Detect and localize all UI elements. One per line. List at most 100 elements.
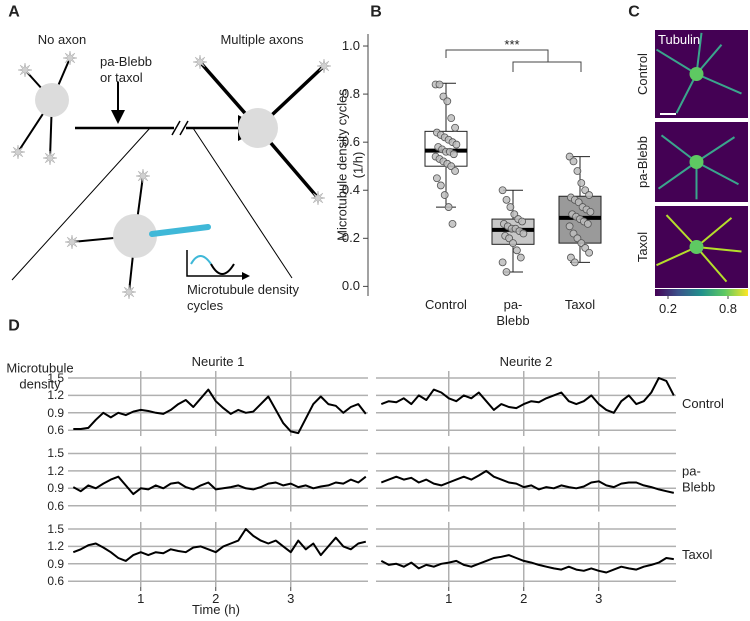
x-tick-label: Taxol — [564, 297, 596, 312]
y-tick-label: 1.5 — [47, 521, 64, 536]
data-point — [435, 80, 444, 89]
growth-cone — [17, 62, 33, 78]
soma — [689, 67, 704, 81]
trace — [380, 377, 675, 414]
y-axis-label: Microtubule density — [6, 360, 74, 391]
data-point — [502, 195, 511, 204]
y-tick-label: 1.2 — [47, 539, 64, 554]
neurite — [695, 136, 736, 163]
y-tick-label: 0.9 — [47, 556, 64, 571]
row-label: pa-Blebb — [635, 135, 651, 189]
neurite — [695, 246, 728, 283]
data-point — [432, 174, 441, 183]
y-tick-label: 1.0 — [341, 38, 360, 54]
growth-cone — [121, 284, 137, 300]
data-point — [449, 150, 458, 159]
y-axis-label: Microtubule density cycles (1/h) — [334, 89, 365, 241]
diagram-label: Multiple axons — [220, 32, 304, 48]
data-point — [502, 268, 511, 276]
bracket — [512, 61, 582, 72]
panel-label: A — [8, 3, 20, 21]
data-point — [498, 186, 507, 195]
x-tick-label: 2 — [520, 591, 528, 607]
x-tick-label: 1 — [137, 591, 145, 607]
soma — [689, 240, 704, 254]
trace — [73, 388, 367, 435]
growth-cone — [10, 144, 26, 160]
y-tick-label: 0.9 — [47, 481, 64, 496]
neurite — [695, 217, 733, 248]
row-label: Control — [682, 395, 724, 411]
significance-bracket — [445, 49, 582, 72]
data-point — [583, 219, 592, 228]
y-tick-label: 1.5 — [47, 446, 64, 461]
neurite — [657, 161, 698, 190]
colorbar-tick-label: 0.2 — [658, 301, 678, 317]
row-label: Taxol — [635, 231, 651, 263]
trace — [72, 475, 367, 496]
data-point — [565, 222, 574, 231]
data-point — [513, 246, 521, 255]
x-tick-label: 3 — [287, 591, 295, 607]
data-point — [440, 191, 449, 199]
growth-cone — [310, 190, 326, 206]
y-tick-label: 1.2 — [47, 463, 64, 478]
data-point — [573, 167, 582, 175]
data-point — [585, 191, 593, 199]
data-point — [569, 157, 578, 166]
colorbar — [655, 289, 748, 296]
data-point — [452, 140, 461, 149]
trace — [72, 528, 367, 562]
diagram-a — [11, 57, 326, 293]
trace — [380, 554, 674, 574]
x-tick-label: 2 — [212, 591, 220, 607]
data-point — [519, 229, 528, 238]
bracket — [445, 49, 549, 62]
growth-cone — [62, 50, 78, 66]
data-point — [506, 203, 515, 211]
image-label: Tubulin — [658, 32, 701, 48]
y-tick-label: 0.6 — [47, 498, 64, 513]
significance-label: *** — [504, 37, 520, 53]
data-point — [447, 114, 456, 123]
x-tick-label: 1 — [445, 591, 453, 607]
neurite — [696, 246, 742, 253]
diagram-label: pa-Blebb or taxol — [100, 54, 153, 85]
data-point — [451, 123, 460, 132]
y-tick-label: 0.6 — [47, 422, 64, 437]
x-tick-label: Control — [425, 297, 467, 312]
y-tick-label: 1.5 — [47, 370, 64, 385]
neurite — [696, 161, 739, 186]
data-point — [570, 258, 579, 267]
y-tick-label: 0.6 — [47, 573, 64, 588]
column-title: Neurite 1 — [191, 354, 245, 370]
data-point — [577, 179, 586, 187]
column-title: Neurite 2 — [499, 354, 553, 370]
data-point — [585, 248, 593, 257]
x-axis-label: Time (h) — [192, 602, 240, 618]
y-tick-label: 0.6 — [341, 134, 360, 150]
soma — [689, 155, 704, 169]
neurite — [696, 73, 742, 95]
neurite — [660, 134, 698, 163]
data-point — [448, 219, 457, 228]
colorbar-tick-label: 0.8 — [718, 301, 738, 317]
panel-label: B — [370, 3, 382, 21]
row-label: pa-Blebb — [682, 463, 716, 494]
data-point — [443, 97, 452, 106]
trace — [380, 469, 675, 494]
growth-cone — [135, 168, 151, 184]
y-tick-label: 0.8 — [341, 86, 360, 102]
y-tick-label: 1.2 — [47, 388, 64, 403]
neurite — [655, 48, 698, 75]
x-tick-label: pa-Blebb — [496, 297, 530, 328]
growth-cone — [316, 58, 332, 74]
data-point — [436, 181, 445, 190]
neurite — [656, 246, 697, 267]
panel-label: C — [628, 3, 640, 21]
y-tick-label: 0.4 — [341, 182, 360, 198]
diagram-label: No axon — [37, 32, 87, 48]
data-point — [586, 207, 595, 216]
